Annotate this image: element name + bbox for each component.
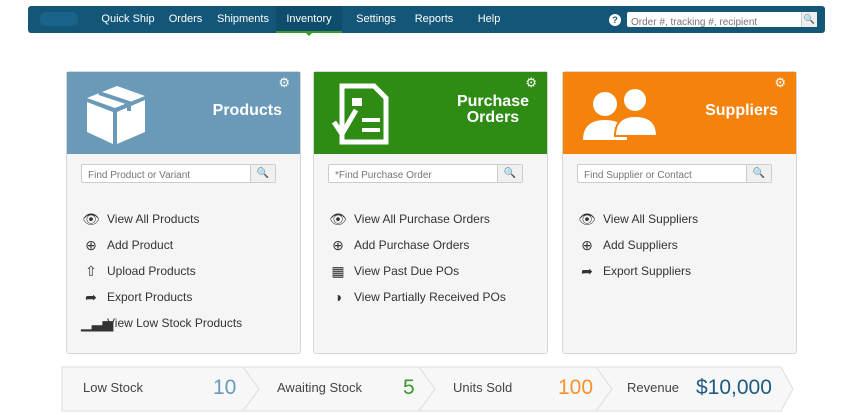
link-label: View All Purchase Orders (354, 212, 490, 226)
purchase-orders-header: Purchase Orders ⚙ (314, 72, 547, 154)
nav-reports[interactable]: Reports (414, 13, 454, 25)
gear-icon[interactable]: ⚙ (525, 75, 537, 90)
suppliers-title: Suppliers (705, 102, 778, 119)
link-label: View All Products (107, 212, 200, 226)
nav-orders[interactable]: Orders (168, 13, 203, 25)
plus-circle-icon: ⊕ (332, 236, 344, 253)
purchase-orders-title: Purchase Orders (457, 94, 529, 126)
upload-products-link[interactable]: ⇧ Upload Products (81, 258, 242, 284)
eye-icon: 👁 (82, 210, 100, 227)
users-icon (583, 87, 659, 140)
nav-shipments[interactable]: Shipments (217, 13, 269, 25)
view-all-po-link[interactable]: 👁 View All Purchase Orders (328, 206, 506, 232)
upload-icon: ⇧ (85, 262, 97, 279)
plus-circle-icon: ⊕ (85, 236, 97, 253)
stat-value: 100 (558, 376, 594, 399)
nav-help[interactable]: Help (477, 13, 501, 25)
supplier-search: 🔍 (577, 164, 772, 184)
products-header: Products ⚙ (67, 72, 300, 154)
stat-label: Awaiting Stock (277, 380, 363, 395)
title-line: Purchase (456, 93, 529, 110)
stat-value: 10 (213, 376, 237, 399)
search-icon[interactable]: 🔍 (497, 165, 522, 182)
box-icon (87, 86, 145, 144)
search-icon[interactable]: 🔍 (801, 12, 817, 27)
bar-chart-icon: ▁▃▅ (81, 314, 114, 331)
half-circle-icon: ◑ (333, 289, 343, 305)
stat-label: Revenue (627, 380, 680, 395)
question-circle-icon[interactable]: ? (609, 14, 621, 26)
view-all-suppliers-link[interactable]: 👁 View All Suppliers (577, 206, 698, 232)
add-po-link[interactable]: ⊕ Add Purchase Orders (328, 232, 506, 258)
active-caret-icon (306, 33, 312, 36)
product-search: 🔍 (81, 164, 276, 184)
products-card: Products ⚙ 🔍 👁 View All Products ⊕ Add Pro… (66, 71, 301, 354)
nav-quick-ship[interactable]: Quick Ship (101, 13, 155, 25)
stat-value: $10,000 (696, 376, 772, 399)
suppliers-header: Suppliers ⚙ (563, 72, 796, 154)
stat-label: Low Stock (83, 380, 143, 395)
search-icon[interactable]: 🔍 (746, 165, 771, 182)
add-product-link[interactable]: ⊕ Add Product (81, 232, 242, 258)
link-label: View Low Stock Products (107, 316, 243, 330)
link-label: Add Purchase Orders (354, 238, 470, 252)
gear-icon[interactable]: ⚙ (278, 75, 290, 90)
title-line: Orders (466, 109, 520, 126)
supplier-search-input[interactable] (578, 167, 746, 184)
share-icon: ➦ (85, 288, 97, 305)
share-icon: ➦ (581, 262, 593, 279)
export-suppliers-link[interactable]: ➦ Export Suppliers (577, 258, 698, 284)
eye-icon: 👁 (329, 210, 347, 227)
link-label: Upload Products (107, 264, 196, 278)
global-search: 🔍 (627, 12, 817, 30)
top-nav: Quick Ship Orders Shipments Inventory Se… (28, 6, 825, 36)
checklist-document-icon (331, 83, 389, 145)
link-label: Export Products (107, 290, 193, 304)
nav-inventory[interactable]: Inventory (276, 6, 342, 36)
suppliers-card: Suppliers ⚙ 🔍 👁 View All Suppliers ⊕ Add S… (562, 71, 797, 354)
product-search-input[interactable] (82, 167, 250, 184)
stats-chevrons (61, 366, 794, 412)
po-search-input[interactable] (329, 167, 497, 184)
po-search: 🔍 (328, 164, 523, 184)
link-label: View All Suppliers (603, 212, 699, 226)
stat-value: 5 (403, 376, 415, 399)
export-products-link[interactable]: ➦ Export Products (81, 284, 242, 310)
past-due-po-link[interactable]: ▦ View Past Due POs (328, 258, 506, 284)
view-all-products-link[interactable]: 👁 View All Products (81, 206, 242, 232)
link-label: Add Suppliers (603, 238, 678, 252)
eye-icon: 👁 (578, 210, 596, 227)
logo[interactable] (40, 12, 78, 26)
link-label: Export Suppliers (603, 264, 692, 278)
search-icon[interactable]: 🔍 (250, 165, 275, 182)
plus-circle-icon: ⊕ (581, 236, 593, 253)
global-search-input[interactable] (627, 15, 799, 30)
products-title: Products (212, 102, 282, 119)
view-low-stock-link[interactable]: ▁▃▅ View Low Stock Products (81, 310, 242, 336)
stats-bar: Low Stock 10 Awaiting Stock 5 Units Sold… (61, 366, 794, 412)
nav-inventory-label: Inventory (286, 13, 332, 25)
calendar-icon: ▦ (331, 262, 345, 279)
partially-received-po-link[interactable]: ◑ View Partially Received POs (328, 284, 506, 310)
stat-label: Units Sold (453, 380, 513, 395)
link-label: View Partially Received POs (354, 290, 506, 304)
link-label: View Past Due POs (354, 264, 460, 278)
link-label: Add Product (107, 238, 174, 252)
gear-icon[interactable]: ⚙ (774, 75, 786, 90)
add-suppliers-link[interactable]: ⊕ Add Suppliers (577, 232, 698, 258)
nav-settings[interactable]: Settings (356, 13, 396, 25)
